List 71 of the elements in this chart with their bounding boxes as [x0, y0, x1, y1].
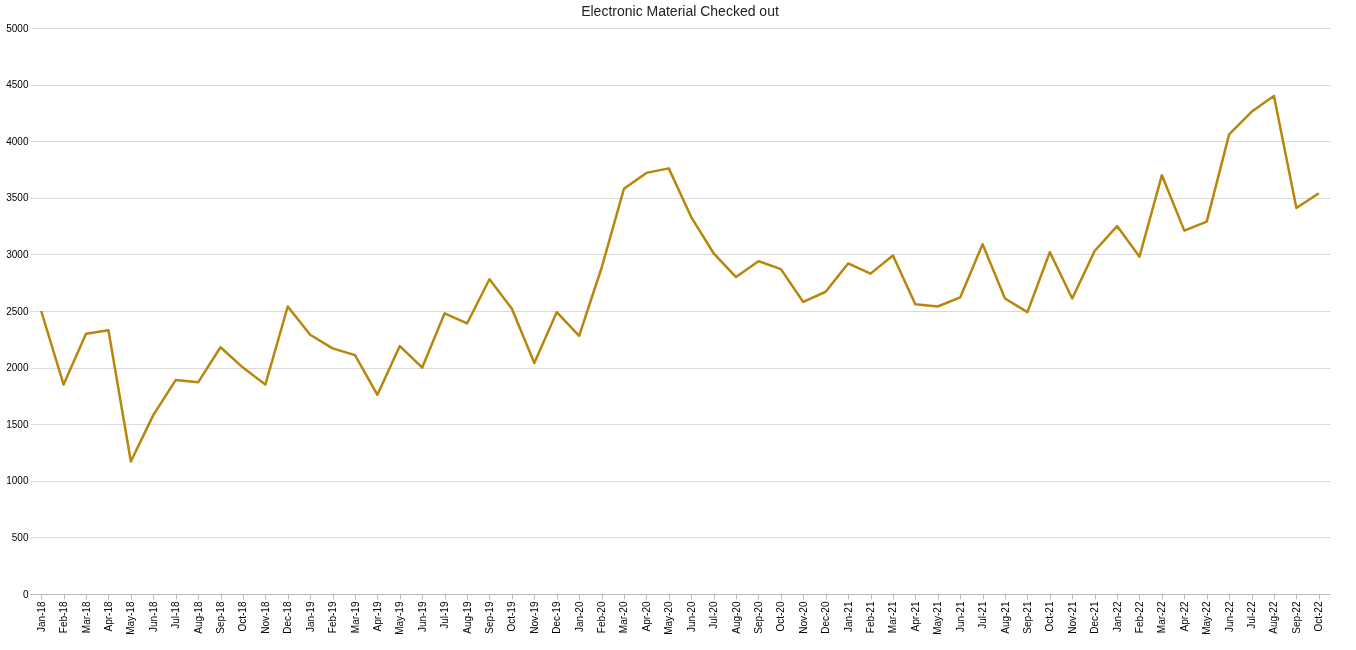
x-tick-label: Jan-21	[842, 601, 854, 633]
x-tick-label: Nov-21	[1066, 601, 1078, 634]
x-tick-label: Apr-21	[909, 601, 921, 632]
x-tick-label: Mar-19	[349, 601, 361, 634]
x-tick-label: Mar-22	[1156, 601, 1168, 634]
y-tick-label: 4500	[6, 79, 29, 91]
x-tick-label: Sep-19	[483, 601, 495, 634]
y-tick-label: 3000	[6, 248, 29, 260]
x-tick-label: Nov-20	[797, 601, 809, 634]
x-tick-label: Mar-18	[80, 601, 92, 634]
y-tick-label: 5000	[6, 22, 29, 34]
x-tick-label: Apr-22	[1178, 601, 1190, 632]
x-tick-label: Feb-20	[596, 601, 608, 634]
x-tick-label: Dec-18	[282, 601, 294, 634]
x-tick-label: Jul-21	[977, 601, 989, 629]
y-tick-label: 2000	[6, 362, 29, 374]
y-tick-label: 1000	[6, 475, 29, 487]
x-tick-label: Sep-21	[1021, 601, 1033, 634]
x-tick-label: Mar-20	[618, 601, 630, 634]
y-tick-label: 500	[11, 531, 29, 543]
x-tick-label: Sep-22	[1290, 601, 1302, 634]
x-tick-label: Jun-21	[954, 601, 966, 633]
x-tick-label: Aug-20	[730, 601, 742, 634]
x-tick-label: Jun-22	[1223, 601, 1235, 633]
x-tick-label: May-18	[125, 601, 137, 635]
x-tick-label: Sep-20	[752, 601, 764, 634]
x-tick-label: Apr-18	[102, 601, 114, 632]
x-tick-label: Feb-18	[58, 601, 70, 634]
y-tick-label: 2500	[6, 305, 29, 317]
chart-title: Electronic Material Checked out	[581, 3, 779, 19]
x-tick-label: Dec-21	[1089, 601, 1101, 634]
x-tick-label: May-20	[663, 601, 675, 635]
x-tick-label: Jul-19	[439, 601, 451, 629]
x-tick-label: Feb-22	[1133, 601, 1145, 634]
x-tick-label: Oct-19	[506, 601, 518, 632]
x-tick-label: Feb-21	[865, 601, 877, 634]
x-tick-label: Sep-18	[215, 601, 227, 634]
x-tick-label: Oct-21	[1044, 601, 1056, 632]
x-tick-label: Apr-19	[371, 601, 383, 632]
x-tick-label: Aug-19	[461, 601, 473, 634]
x-tick-label: Jan-18	[35, 601, 47, 633]
x-tick-label: Aug-18	[192, 601, 204, 634]
x-tick-label: Apr-20	[640, 601, 652, 632]
x-tick-label: Jan-22	[1111, 601, 1123, 633]
x-tick-label: Jan-20	[573, 601, 585, 633]
x-tick-label: Dec-19	[551, 601, 563, 634]
x-tick-label: Oct-20	[775, 601, 787, 632]
x-tick-label: Oct-22	[1313, 601, 1325, 632]
y-tick-label: 4000	[6, 135, 29, 147]
x-tick-label: May-19	[394, 601, 406, 635]
x-tick-label: May-21	[932, 601, 944, 635]
x-tick-label: Aug-22	[1268, 601, 1280, 634]
x-tick-label: Jan-19	[304, 601, 316, 633]
x-tick-label: Feb-19	[327, 601, 339, 634]
x-tick-label: Jul-20	[708, 601, 720, 629]
y-tick-label: 0	[22, 588, 29, 600]
x-tick-label: Nov-19	[528, 601, 540, 634]
x-tick-label: Nov-18	[259, 601, 271, 634]
x-tick-label: Oct-18	[237, 601, 249, 632]
x-tick-label: Jun-18	[147, 601, 159, 633]
x-tick-label: Jul-22	[1246, 601, 1258, 629]
line-series	[39, 94, 1321, 463]
x-tick-label: Mar-21	[887, 601, 899, 634]
x-tick-label: May-22	[1201, 601, 1213, 635]
x-tick-label: Jun-19	[416, 601, 428, 633]
x-tick-label: Jun-20	[685, 601, 697, 633]
x-tick-label: Dec-20	[820, 601, 832, 634]
x-tick-label: Jul-18	[170, 601, 182, 629]
y-tick-label: 3500	[6, 192, 29, 204]
y-tick-label: 1500	[6, 418, 29, 430]
x-tick-label: Aug-21	[999, 601, 1011, 634]
